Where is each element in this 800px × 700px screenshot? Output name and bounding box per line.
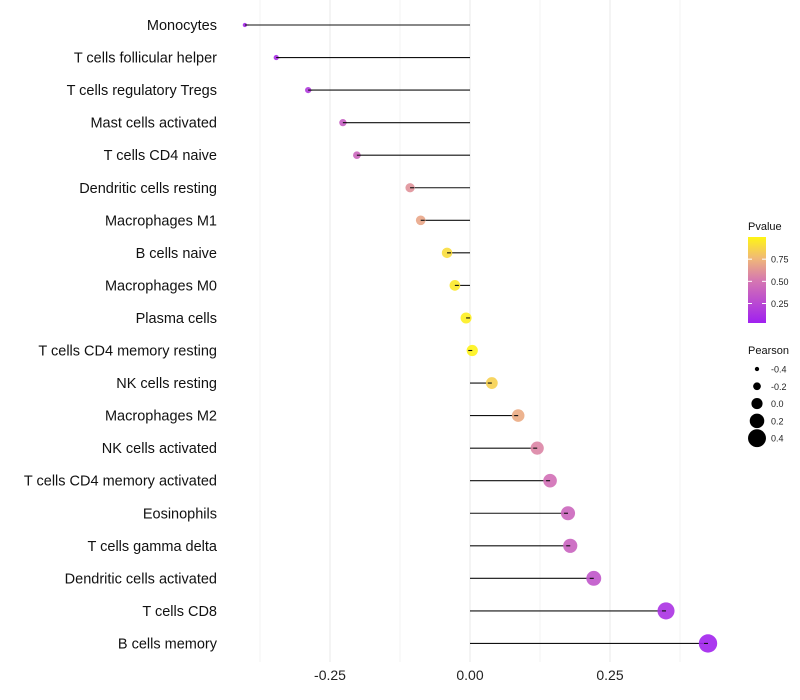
legend-size-label: -0.2 (771, 382, 787, 392)
category-label: Macrophages M1 (105, 213, 217, 229)
legend-size-dot (751, 398, 763, 410)
category-label: NK cells resting (116, 376, 217, 392)
legend-tick-label: 0.75 (771, 255, 789, 265)
category-label: Plasma cells (136, 311, 217, 327)
category-label: T cells CD4 naive (104, 148, 217, 164)
legend-pvalue-title: Pvalue (748, 221, 782, 233)
legend-size-dot (753, 382, 761, 391)
category-label: T cells CD4 memory resting (38, 344, 217, 360)
category-label: Dendritic cells resting (79, 181, 217, 197)
category-label: Monocytes (147, 18, 217, 34)
legend-size-label: 0.0 (771, 399, 784, 409)
category-label: NK cells activated (102, 441, 217, 457)
x-tick-label: -0.25 (314, 667, 346, 683)
category-label: B cells memory (118, 636, 218, 652)
legend-tick-label: 0.50 (771, 277, 789, 287)
legend-size-dot (749, 413, 765, 429)
category-label: Macrophages M0 (105, 278, 217, 294)
category-label: Mast cells activated (90, 116, 217, 132)
legend-size-label: -0.4 (771, 365, 787, 375)
legend-size-dot (754, 366, 760, 372)
category-label: B cells naive (136, 246, 217, 262)
legend-size-label: 0.2 (771, 416, 784, 426)
category-label: T cells CD4 memory activated (24, 474, 217, 490)
x-tick-label: 0.25 (596, 667, 623, 683)
legend-pearson-title: Pearson (748, 345, 789, 357)
category-label: Macrophages M2 (105, 409, 217, 425)
category-label: T cells gamma delta (88, 539, 218, 555)
category-label: T cells CD8 (142, 604, 217, 620)
legend-size-label: 0.4 (771, 434, 784, 444)
legend-colorbar (748, 237, 766, 323)
category-label: T cells follicular helper (74, 51, 217, 67)
lollipop-point (485, 377, 498, 389)
category-label: T cells regulatory Tregs (67, 83, 217, 99)
category-label: Dendritic cells activated (65, 571, 217, 587)
legend-tick-label: 0.25 (771, 299, 789, 309)
legend-size-dot (748, 429, 766, 448)
category-label: Eosinophils (143, 506, 217, 522)
x-tick-label: 0.00 (456, 667, 483, 683)
